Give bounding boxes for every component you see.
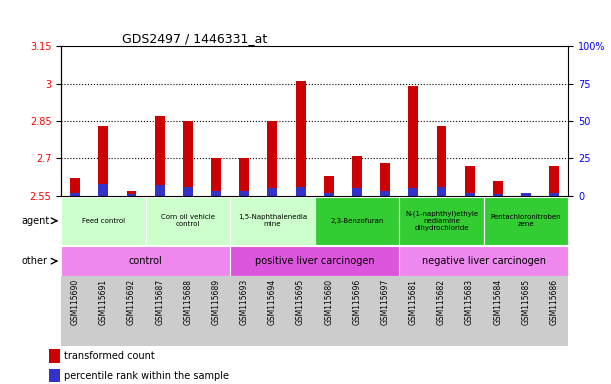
Text: agent: agent — [21, 216, 49, 226]
Bar — [324, 193, 334, 196]
Bar — [352, 156, 362, 196]
Text: GSM115692: GSM115692 — [127, 278, 136, 325]
Text: control: control — [129, 256, 163, 266]
Text: 1,5-Naphthalenedia
mine: 1,5-Naphthalenedia mine — [238, 214, 307, 227]
Text: N-(1-naphthyl)ethyle
nediamine
dihydrochloride: N-(1-naphthyl)ethyle nediamine dihydroch… — [405, 210, 478, 231]
Bar — [436, 187, 447, 196]
Bar — [183, 121, 193, 196]
Text: GSM115687: GSM115687 — [155, 278, 164, 325]
Text: transformed count: transformed count — [64, 351, 155, 361]
Text: GSM115680: GSM115680 — [324, 278, 333, 325]
Bar — [521, 193, 531, 196]
Bar — [549, 166, 559, 196]
Text: GSM115696: GSM115696 — [353, 278, 362, 325]
Bar — [399, 247, 568, 276]
Text: GSM115684: GSM115684 — [493, 278, 502, 325]
Bar — [155, 116, 164, 196]
Text: positive liver carcinogen: positive liver carcinogen — [255, 256, 375, 266]
Text: 2,3-Benzofuran: 2,3-Benzofuran — [330, 218, 384, 224]
Bar — [230, 247, 399, 276]
Bar — [183, 187, 193, 196]
Bar — [49, 369, 60, 382]
Bar — [324, 176, 334, 196]
Text: GSM115681: GSM115681 — [409, 278, 418, 324]
Bar — [465, 166, 475, 196]
Text: Corn oil vehicle
control: Corn oil vehicle control — [161, 214, 215, 227]
Text: GSM115695: GSM115695 — [296, 278, 305, 325]
Bar — [493, 194, 503, 196]
Text: GSM115694: GSM115694 — [268, 278, 277, 325]
Text: negative liver carcinogen: negative liver carcinogen — [422, 256, 546, 266]
Text: GSM115688: GSM115688 — [183, 278, 192, 324]
Text: GSM115697: GSM115697 — [381, 278, 390, 325]
Bar — [268, 189, 277, 196]
Bar — [549, 193, 559, 196]
Bar — [296, 187, 306, 196]
Bar — [240, 191, 249, 196]
Text: GSM115689: GSM115689 — [211, 278, 221, 325]
Bar — [126, 194, 136, 196]
Bar — [49, 349, 60, 363]
Bar — [399, 197, 484, 245]
Bar — [296, 81, 306, 196]
Bar — [352, 189, 362, 196]
Bar — [155, 185, 164, 196]
Bar — [98, 126, 108, 196]
Bar — [211, 191, 221, 196]
Bar — [70, 193, 80, 196]
Bar — [465, 193, 475, 196]
Bar — [315, 197, 399, 245]
Bar — [493, 181, 503, 196]
Bar — [436, 126, 447, 196]
Bar — [98, 184, 108, 196]
Bar — [380, 191, 390, 196]
Text: Feed control: Feed control — [82, 218, 125, 224]
Text: other: other — [21, 256, 48, 266]
Bar — [61, 197, 145, 245]
Bar — [380, 163, 390, 196]
Text: GSM115685: GSM115685 — [521, 278, 530, 325]
Bar — [408, 86, 418, 196]
Bar — [211, 158, 221, 196]
Text: percentile rank within the sample: percentile rank within the sample — [64, 371, 229, 381]
Text: GSM115693: GSM115693 — [240, 278, 249, 325]
Text: GSM115691: GSM115691 — [99, 278, 108, 325]
Bar — [70, 178, 80, 196]
Bar — [126, 191, 136, 196]
Bar — [61, 247, 230, 276]
Text: GDS2497 / 1446331_at: GDS2497 / 1446331_at — [122, 32, 267, 45]
Bar — [230, 197, 315, 245]
Bar — [240, 158, 249, 196]
Bar — [145, 197, 230, 245]
Text: GSM115686: GSM115686 — [550, 278, 558, 325]
Text: GSM115682: GSM115682 — [437, 278, 446, 324]
Bar — [408, 189, 418, 196]
Bar — [484, 197, 568, 245]
Text: GSM115683: GSM115683 — [465, 278, 474, 325]
Text: GSM115690: GSM115690 — [71, 278, 79, 325]
Bar — [268, 121, 277, 196]
Text: Pentachloronitroben
zene: Pentachloronitroben zene — [491, 214, 562, 227]
